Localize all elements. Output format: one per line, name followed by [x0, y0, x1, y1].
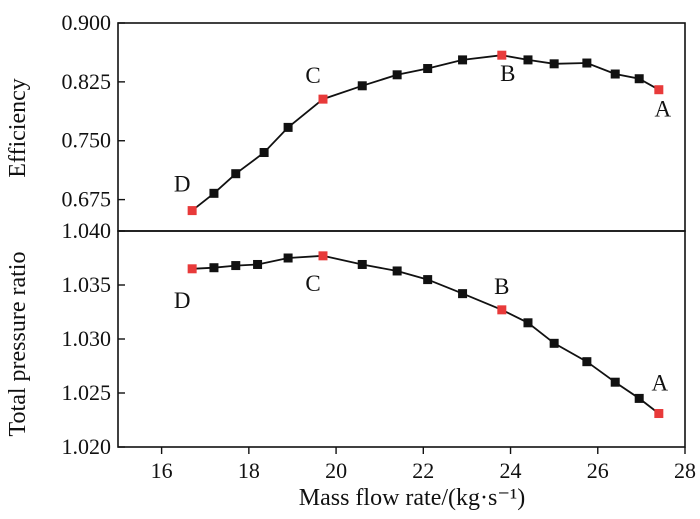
- data-point-marker: [231, 169, 241, 179]
- data-point-marker: [549, 59, 559, 69]
- data-point-marker: [610, 377, 620, 387]
- data-point-marker: [392, 70, 402, 80]
- highlight-point-marker: [654, 85, 664, 95]
- point-label-c: C: [305, 63, 320, 88]
- data-point-marker: [523, 318, 533, 328]
- point-label-a: A: [655, 97, 672, 122]
- x-tick-label: 18: [238, 458, 260, 483]
- y-tick-label: 1.035: [62, 272, 112, 297]
- point-label-b: B: [500, 61, 515, 86]
- data-point-marker: [423, 275, 433, 285]
- highlight-point-marker: [654, 409, 664, 419]
- x-tick-label: 26: [587, 458, 609, 483]
- data-point-marker: [259, 148, 269, 158]
- data-point-marker: [610, 69, 620, 79]
- y-tick-label: 1.025: [62, 380, 112, 405]
- pressure-ratio-axis-title: Total pressure ratio: [5, 252, 31, 437]
- point-label-c: C: [305, 271, 320, 296]
- plot-frame: [117, 230, 686, 448]
- y-tick-label: 0.675: [62, 187, 112, 212]
- point-label-a: A: [652, 371, 669, 396]
- efficiency-axis-title: Efficiency: [5, 78, 31, 178]
- highlight-point-marker: [497, 50, 507, 60]
- pressure-ratio-panel: 1.020 1.025 1.030 1.035 1.040 16 18 20 22 24 26 28 D…: [62, 218, 697, 483]
- data-point-marker: [283, 253, 293, 263]
- efficiency-panel: 0.675 0.750 0.825 0.900 D C B A: [62, 10, 686, 232]
- data-point-marker: [582, 357, 592, 367]
- data-point-marker: [458, 289, 468, 299]
- x-tick-label: 16: [151, 458, 173, 483]
- data-point-marker: [283, 122, 293, 132]
- data-point-marker: [357, 81, 367, 91]
- y-tick-label: 0.900: [62, 10, 112, 35]
- data-point-marker: [582, 58, 592, 68]
- data-point-marker: [634, 393, 644, 403]
- data-point-marker: [549, 338, 559, 348]
- y-tick-label: 1.040: [62, 218, 112, 243]
- mass-flow-axis-title: Mass flow rate/(kg·s⁻¹): [299, 485, 525, 511]
- highlight-point-marker: [318, 94, 328, 104]
- data-point-marker: [253, 259, 263, 269]
- x-tick-label: 24: [500, 458, 522, 483]
- highlight-point-marker: [187, 264, 197, 274]
- data-point-marker: [357, 259, 367, 269]
- highlight-point-marker: [318, 251, 328, 261]
- data-point-marker: [523, 55, 533, 65]
- y-tick-label: 0.825: [62, 69, 112, 94]
- point-label-d: D: [174, 288, 191, 313]
- y-tick-label: 1.020: [62, 434, 112, 459]
- point-label-d: D: [174, 172, 191, 197]
- data-point-marker: [209, 263, 219, 273]
- point-label-b: B: [494, 274, 509, 299]
- data-point-marker: [209, 188, 219, 198]
- data-point-marker: [458, 55, 468, 65]
- plot-frame: [117, 22, 686, 232]
- series-line: [191, 54, 660, 212]
- x-tick-label: 22: [412, 458, 434, 483]
- x-tick-label: 20: [325, 458, 347, 483]
- highlight-point-marker: [497, 305, 507, 315]
- data-point-marker: [423, 64, 433, 74]
- x-tick-label: 28: [674, 458, 696, 483]
- highlight-point-marker: [187, 206, 197, 216]
- data-point-marker: [634, 74, 644, 84]
- data-point-marker: [392, 266, 402, 276]
- data-point-marker: [231, 261, 241, 271]
- y-tick-label: 0.750: [62, 128, 112, 153]
- y-tick-label: 1.030: [62, 326, 112, 351]
